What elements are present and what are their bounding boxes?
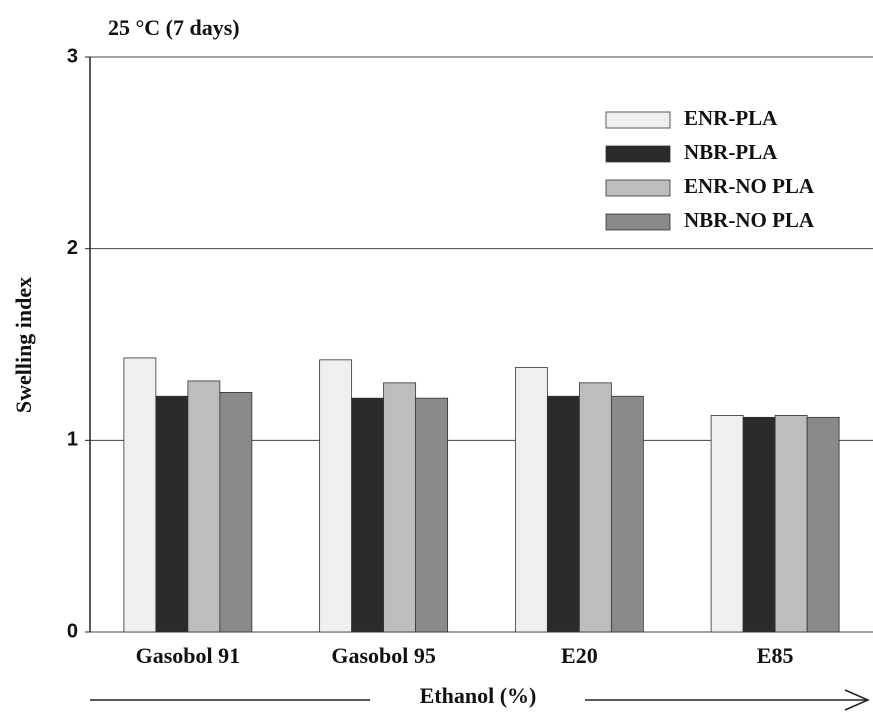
bar (123, 357, 157, 633)
x-tick-label: Gasobol 91 (136, 643, 241, 668)
x-tick-label: E85 (757, 643, 794, 668)
y-tick-label: 2 (67, 237, 78, 259)
bar (187, 380, 221, 633)
chart-title: 25 °C (7 days) (108, 15, 240, 40)
bar (806, 416, 840, 633)
bar (514, 367, 548, 633)
legend-label: NBR-PLA (684, 140, 778, 164)
legend-label: NBR-NO PLA (684, 208, 815, 232)
legend-swatch (605, 213, 671, 231)
legend-swatch (605, 145, 671, 163)
x-axis-label: Ethanol (%) (420, 683, 537, 708)
bar (383, 382, 417, 633)
bar (742, 416, 776, 633)
legend-swatch (605, 111, 671, 129)
legend-swatch (605, 179, 671, 197)
bar (546, 395, 580, 633)
y-tick-label: 1 (67, 429, 78, 451)
y-tick-label: 3 (67, 45, 78, 67)
x-tick-label: Gasobol 95 (331, 643, 436, 668)
legend-label: ENR-PLA (684, 106, 778, 130)
bar (155, 395, 189, 633)
arrow-head (844, 689, 870, 711)
y-tick-label: 0 (67, 620, 78, 642)
y-axis-label: Swelling index (11, 277, 36, 413)
bar (219, 392, 253, 633)
bar (415, 397, 449, 633)
bar (610, 395, 644, 633)
legend-label: ENR-NO PLA (684, 174, 815, 198)
x-tick-label: E20 (561, 643, 598, 668)
bar (351, 397, 385, 633)
bar (710, 415, 744, 633)
bar (578, 382, 612, 633)
bar (319, 359, 353, 633)
bar (774, 415, 808, 633)
